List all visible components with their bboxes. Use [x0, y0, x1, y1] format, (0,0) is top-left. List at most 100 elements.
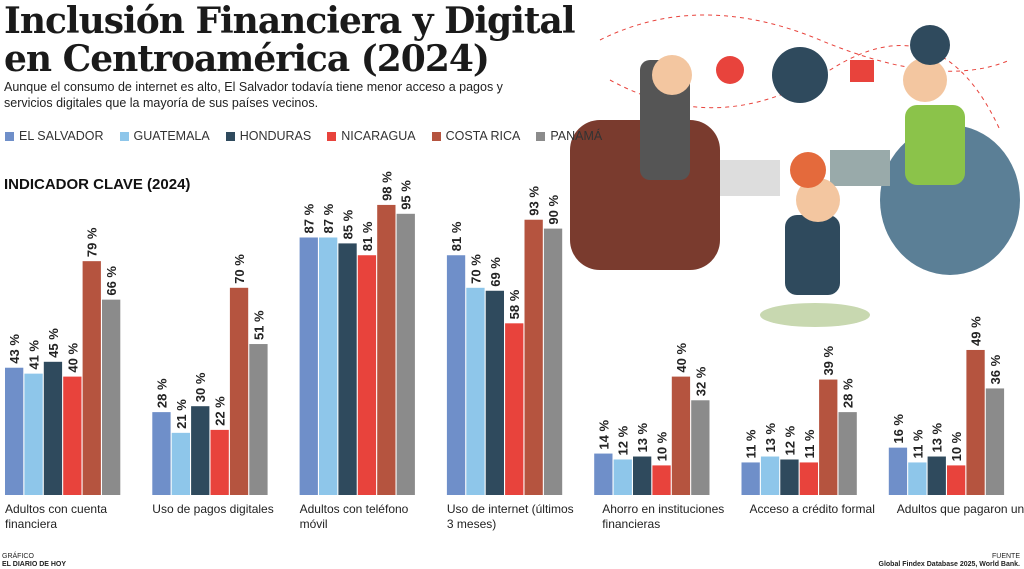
- bar: [741, 462, 760, 495]
- value-label: 28 %: [841, 378, 856, 408]
- woman: [905, 105, 965, 185]
- bar: [819, 379, 838, 495]
- laptop: [720, 160, 780, 196]
- legend-item: EL SALVADOR: [5, 129, 104, 143]
- source-name: Global Findex Database 2025, World Bank.: [878, 561, 1020, 568]
- girl: [785, 215, 840, 295]
- illustration: [570, 14, 1020, 327]
- chart-icon: [716, 56, 744, 84]
- legend-swatch: [536, 131, 546, 141]
- value-label: 95 %: [399, 180, 414, 210]
- value-label: 39 %: [821, 345, 836, 375]
- value-label: 70 %: [468, 254, 483, 284]
- value-label: 79 %: [85, 227, 100, 257]
- value-label: 11 %: [744, 429, 759, 458]
- bar: [5, 367, 24, 495]
- value-label: 70 %: [232, 254, 247, 284]
- legend-label: EL SALVADOR: [19, 129, 104, 143]
- bar: [908, 462, 927, 495]
- girl-head: [796, 178, 840, 222]
- bar: [652, 465, 671, 495]
- bar: [24, 373, 43, 495]
- value-label: 41 %: [27, 340, 42, 370]
- bar: [947, 465, 966, 495]
- bar: [594, 453, 613, 495]
- legend-swatch: [5, 131, 14, 141]
- girl-hair: [790, 152, 826, 188]
- legend-label: PANAMÁ: [550, 129, 603, 143]
- value-label: 69 %: [488, 257, 503, 287]
- bar: [760, 456, 780, 495]
- value-label: 28 %: [154, 378, 169, 408]
- bar: [102, 299, 121, 495]
- title-line: en Centroamérica (2024): [4, 38, 490, 80]
- legend-item: NICARAGUA: [327, 129, 416, 143]
- legend-swatch: [327, 131, 337, 141]
- x-tick-label: Adultos con teléfono móvil: [299, 502, 409, 531]
- bar: [799, 462, 818, 495]
- bar: [43, 361, 63, 495]
- woman-head: [903, 58, 947, 102]
- credit-name: EL DIARIO DE HOY: [2, 561, 67, 568]
- bar: [524, 219, 543, 495]
- value-label: 40 %: [674, 343, 689, 373]
- title-line: Inclusión Financiera y Digital: [4, 0, 576, 42]
- value-label: 13 %: [635, 422, 650, 452]
- value-label: 10 %: [655, 431, 670, 461]
- bar: [505, 323, 524, 495]
- value-label: 13 %: [763, 422, 778, 452]
- legend: EL SALVADOR GUATEMALA HONDURAS NICARAGUA COS…: [5, 129, 602, 143]
- x-tick-label: Acceso a crédito formal: [749, 502, 875, 516]
- x-tick-label: Uso de internet (últimos 3 meses): [446, 502, 574, 531]
- x-tick-label: Adultos que pagaron una: [896, 502, 1024, 516]
- value-label: 43 %: [7, 334, 22, 364]
- bar: [927, 456, 946, 495]
- bar: [691, 400, 710, 495]
- bar: [985, 388, 1005, 495]
- value-label: 11 %: [802, 429, 817, 458]
- value-label: 90 %: [546, 195, 561, 225]
- legend-item: GUATEMALA: [119, 129, 210, 143]
- value-label: 51 %: [251, 310, 266, 340]
- legend-swatch: [225, 131, 235, 141]
- bar: [888, 447, 908, 495]
- globe-icon: [772, 47, 828, 103]
- man-head: [652, 55, 692, 95]
- value-label: 11 %: [910, 429, 925, 458]
- value-label: 32 %: [693, 366, 708, 396]
- subtitle-line: servicios digitales que la mayoría de su…: [4, 96, 319, 110]
- woman-hair: [910, 25, 950, 65]
- bar: [966, 349, 985, 495]
- bar: [780, 459, 799, 495]
- bar: [82, 261, 101, 495]
- bar: [671, 376, 691, 495]
- value-label: 87 %: [302, 203, 317, 233]
- source-label: FUENTE: [992, 553, 1020, 560]
- credit-label: GRÁFICO: [2, 553, 34, 560]
- x-tick-label: Adultos con cuenta financiera: [5, 502, 108, 531]
- source: FUENTE Global Findex Database 2025, World…: [879, 553, 1020, 569]
- bar: [249, 344, 268, 495]
- value-label: 30 %: [193, 372, 208, 402]
- x-tick-label: Uso de pagos digitales: [152, 502, 274, 516]
- value-label: 45 %: [46, 328, 61, 358]
- bar: [191, 406, 210, 495]
- bar: [396, 213, 415, 496]
- x-tick-label: Ahorro en instituciones financieras: [602, 502, 725, 531]
- rug: [760, 303, 870, 327]
- credit: GRÁFICO EL DIARIO DE HOY: [2, 553, 66, 569]
- value-label: 21 %: [174, 399, 189, 429]
- chart-title: Inclusión Financiera y Digital en Centroa…: [4, 0, 576, 80]
- legend-label: COSTA RICA: [445, 129, 521, 143]
- bank-icon: [850, 60, 874, 82]
- value-label: 81 %: [449, 221, 464, 251]
- value-label: 36 %: [988, 354, 1003, 384]
- legend-swatch: [119, 131, 129, 141]
- bar: [229, 287, 249, 495]
- legend-item: COSTA RICA: [431, 129, 521, 143]
- value-label: 93 %: [527, 186, 542, 216]
- bar: [357, 255, 377, 495]
- section-label: INDICADOR CLAVE (2024): [4, 176, 191, 193]
- legend-label: NICARAGUA: [341, 129, 416, 143]
- subtitle-line: Aunque el consumo de internet es alto, E…: [4, 80, 503, 94]
